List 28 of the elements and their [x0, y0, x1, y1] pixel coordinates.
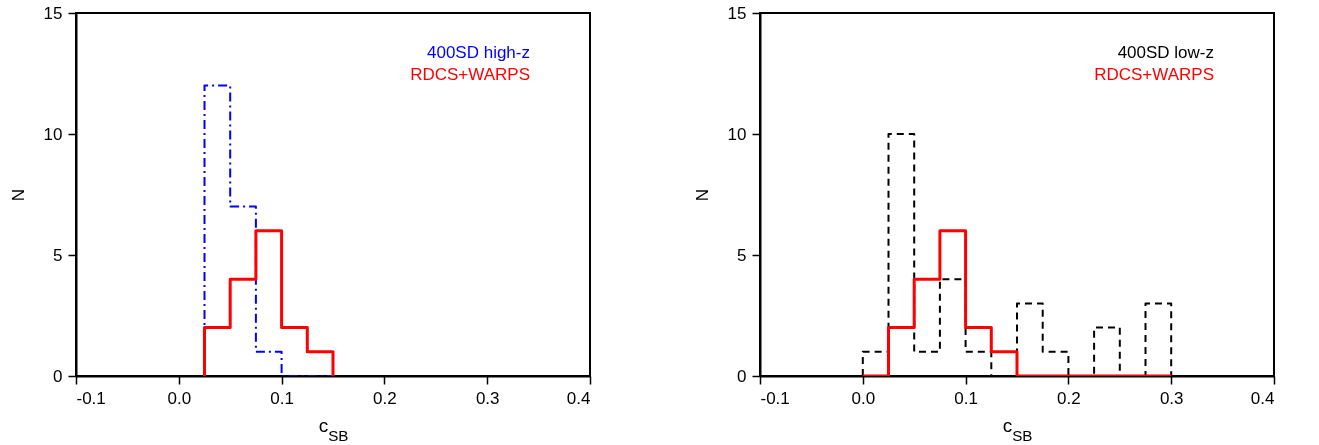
y-tick-label: 10: [43, 124, 63, 144]
text: RDCS+WARPS: [410, 65, 530, 84]
x-tick-label: 0.2: [373, 388, 397, 408]
x-tick-label: 0.3: [475, 388, 500, 408]
x-tick-label: 0.4: [566, 388, 591, 408]
text: 400SD high-z: [426, 43, 530, 62]
x-tick-label: 0.1: [270, 388, 294, 408]
y-tick-label: 0: [53, 366, 63, 386]
x-tick-label: 0.3: [1159, 388, 1184, 408]
x-tick-label: 0.1: [954, 388, 978, 408]
text: 400SD low-z: [1117, 43, 1214, 62]
y-axis-title: N: [8, 188, 28, 202]
x-tick-label: 0.0: [851, 388, 876, 408]
y-tick-label: 10: [727, 124, 747, 144]
text: RDCS+WARPS: [1094, 65, 1214, 84]
x-tick-label: 0.4: [1250, 388, 1275, 408]
y-tick-label: 15: [43, 3, 63, 23]
y-axis-title: N: [692, 188, 712, 202]
y-tick-label: 5: [737, 245, 747, 265]
x-tick-label: -0.1: [760, 388, 790, 408]
y-tick-label: 15: [727, 3, 747, 23]
y-tick-label: 0: [737, 366, 747, 386]
x-axis-title: c$_{SB}$: [318, 414, 349, 443]
x-tick-label: -0.1: [76, 388, 106, 408]
y-tick-label: 5: [53, 245, 63, 265]
x-axis-title: c$_{SB}$: [1002, 414, 1033, 443]
x-tick-label: 0.2: [1057, 388, 1081, 408]
x-tick-label: 0.0: [167, 388, 192, 408]
